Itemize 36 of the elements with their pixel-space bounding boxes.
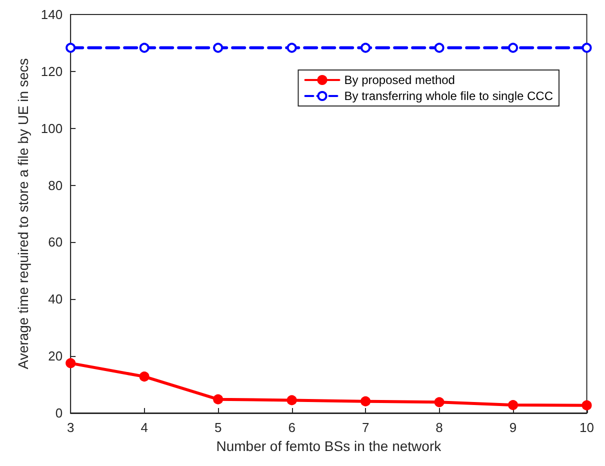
point	[213, 42, 224, 53]
point	[582, 400, 592, 410]
x-tick-label: 7	[362, 420, 370, 435]
y-tick-label: 80	[48, 178, 63, 193]
point	[360, 396, 371, 406]
x-tick-label: 3	[66, 420, 74, 435]
point	[66, 42, 76, 53]
x-tick-label: 6	[288, 420, 296, 435]
x-tick-label: 8	[436, 420, 443, 435]
point	[139, 372, 150, 382]
x-axis-title: Number of femto BSs in the network	[216, 438, 442, 454]
x-tick-label: 10	[580, 420, 594, 435]
point	[286, 395, 297, 406]
point	[434, 42, 444, 53]
point	[508, 400, 518, 410]
x-tick-label: 9	[509, 420, 517, 435]
point	[213, 394, 224, 404]
point	[508, 42, 518, 53]
y-tick-label: 60	[48, 234, 63, 250]
y-tick-label: 20	[48, 348, 63, 364]
y-tick-label: 120	[40, 64, 63, 79]
y-tick-label: 100	[40, 120, 63, 136]
legend-label: By transferring whole file to single CCC	[344, 89, 554, 103]
point	[582, 42, 592, 53]
x-tick-label: 4	[140, 420, 148, 435]
y-tick-label: 40	[48, 292, 63, 307]
point	[139, 42, 150, 53]
y-axis-title: Average time required to store a file by UE in secs	[15, 58, 31, 370]
legend-label: By proposed method	[344, 73, 455, 87]
x-tick-label: 5	[214, 420, 222, 435]
point	[286, 42, 297, 53]
point	[434, 397, 444, 408]
y-tick-label: 140	[40, 7, 63, 22]
point	[360, 42, 371, 53]
y-tick-label: 0	[55, 406, 63, 420]
point	[66, 358, 76, 368]
